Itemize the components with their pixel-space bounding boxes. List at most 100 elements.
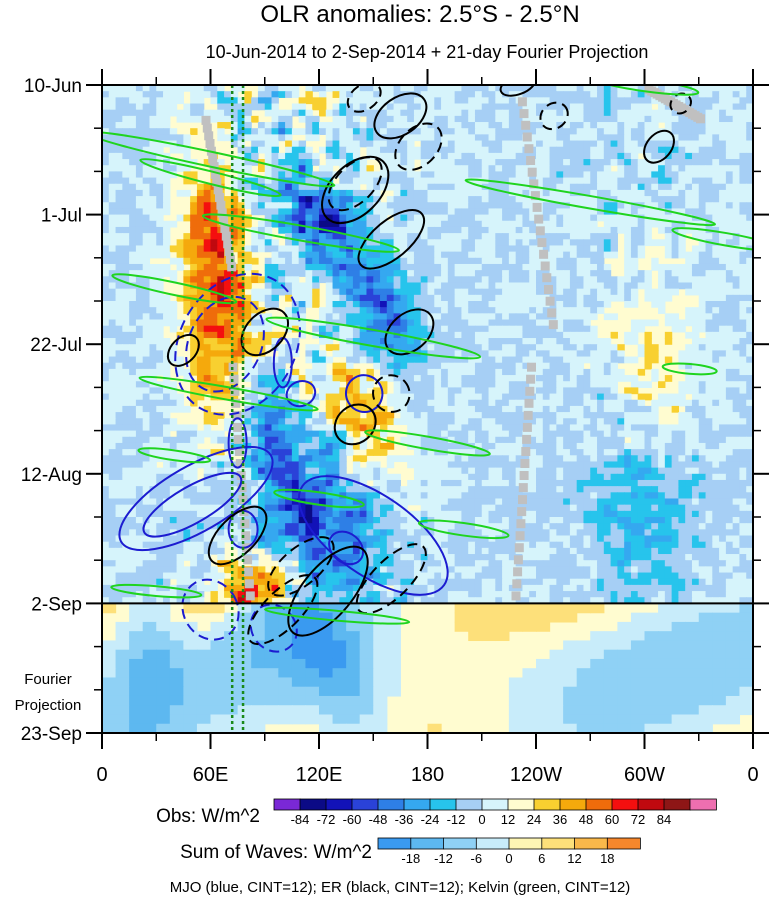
anomaly-cell [129, 220, 137, 228]
anomaly-cell [502, 226, 510, 234]
anomaly-cell [617, 189, 625, 197]
anomaly-cell [352, 399, 361, 407]
anomaly-cell [163, 393, 171, 401]
anomaly-cell [285, 214, 293, 222]
anomaly-cell [630, 301, 639, 308]
anomaly-cell [746, 276, 753, 284]
anomaly-cell [630, 208, 639, 216]
anomaly-cell [407, 122, 415, 129]
anomaly-cell [346, 344, 354, 351]
anomaly-cell [732, 338, 741, 345]
anomaly-cell [183, 177, 191, 185]
anomaly-cell [400, 159, 408, 166]
anomaly-cell [271, 294, 279, 302]
anomaly-cell [583, 338, 591, 345]
anomaly-cell [576, 140, 585, 148]
anomaly-cell [251, 183, 259, 191]
anomaly-cell [583, 412, 591, 419]
anomaly-cell [536, 152, 544, 160]
anomaly-cell [495, 288, 503, 296]
anomaly-cell [271, 128, 279, 135]
anomaly-cell [196, 245, 205, 253]
anomaly-cell [481, 257, 490, 265]
anomaly-cell [251, 375, 259, 382]
anomaly-cell [420, 313, 429, 321]
anomaly-cell [556, 405, 564, 413]
anomaly-cell [102, 368, 110, 376]
anomaly-cell [481, 288, 490, 296]
anomaly-cell [447, 356, 456, 364]
anomaly-cell [244, 196, 252, 203]
anomaly-cell [624, 270, 632, 277]
anomaly-cell [671, 122, 680, 129]
anomaly-cell [278, 436, 286, 444]
anomaly-cell [603, 122, 612, 129]
anomaly-cell [407, 424, 415, 432]
anomaly-cell [312, 282, 320, 290]
anomaly-cell [481, 171, 490, 179]
anomaly-cell [203, 319, 212, 327]
chart-title: OLR anomalies: 2.5°S - 2.5°N [260, 1, 579, 28]
anomaly-cell [644, 331, 652, 339]
anomaly-cell [597, 430, 605, 438]
anomaly-cell [454, 257, 463, 265]
anomaly-cell [217, 344, 225, 351]
anomaly-cell [624, 282, 632, 290]
anomaly-cell [420, 270, 429, 277]
anomaly-cell [380, 91, 388, 98]
anomaly-cell [190, 307, 198, 314]
anomaly-cell [610, 146, 618, 154]
anomaly-cell [495, 115, 503, 123]
anomaly-cell [413, 325, 422, 333]
anomaly-cell [732, 159, 741, 166]
anomaly-cell [325, 134, 334, 142]
anomaly-cell [569, 183, 578, 191]
anomaly-cell [732, 103, 741, 111]
anomaly-cell [691, 171, 700, 179]
anomaly-cell [712, 245, 720, 253]
anomaly-cell [610, 288, 618, 296]
anomaly-cell [624, 220, 632, 228]
anomaly-cell [122, 171, 130, 179]
anomaly-cell [264, 405, 273, 413]
anomaly-cell [129, 270, 137, 277]
anomaly-cell [644, 319, 652, 327]
anomaly-cell [705, 189, 713, 197]
anomaly-cell [468, 350, 476, 358]
anomaly-cell [251, 239, 259, 247]
anomaly-cell [271, 171, 279, 179]
anomaly-cell [346, 257, 354, 265]
anomaly-cell [407, 183, 415, 191]
anomaly-cell [237, 301, 246, 308]
anomaly-cell [549, 85, 557, 92]
anomaly-cell [359, 344, 368, 351]
anomaly-cell [597, 307, 605, 314]
anomaly-cell [495, 307, 503, 314]
anomaly-cell [257, 226, 266, 234]
anomaly-cell [712, 257, 720, 265]
anomaly-cell [102, 319, 110, 327]
anomaly-cell [427, 152, 435, 160]
anomaly-cell [624, 115, 632, 123]
anomaly-cell [373, 412, 381, 419]
anomaly-cell [508, 146, 517, 154]
anomaly-cell [312, 418, 320, 426]
anomaly-cell [549, 350, 557, 358]
anomaly-cell [115, 375, 123, 382]
anomaly-cell [407, 220, 415, 228]
anomaly-cell [380, 356, 388, 364]
anomaly-cell [373, 331, 381, 339]
anomaly-cell [346, 368, 354, 376]
anomaly-cell [515, 375, 524, 382]
anomaly-cell [366, 424, 374, 432]
anomaly-cell [610, 424, 618, 432]
anomaly-cell [556, 245, 564, 253]
anomaly-cell [434, 171, 442, 179]
anomaly-cell [474, 171, 483, 179]
anomaly-cell [373, 393, 381, 401]
anomaly-cell [671, 430, 680, 438]
anomaly-cell [508, 301, 517, 308]
anomaly-cell [447, 375, 456, 382]
anomaly-cell [380, 165, 388, 172]
anomaly-cell [210, 115, 218, 123]
